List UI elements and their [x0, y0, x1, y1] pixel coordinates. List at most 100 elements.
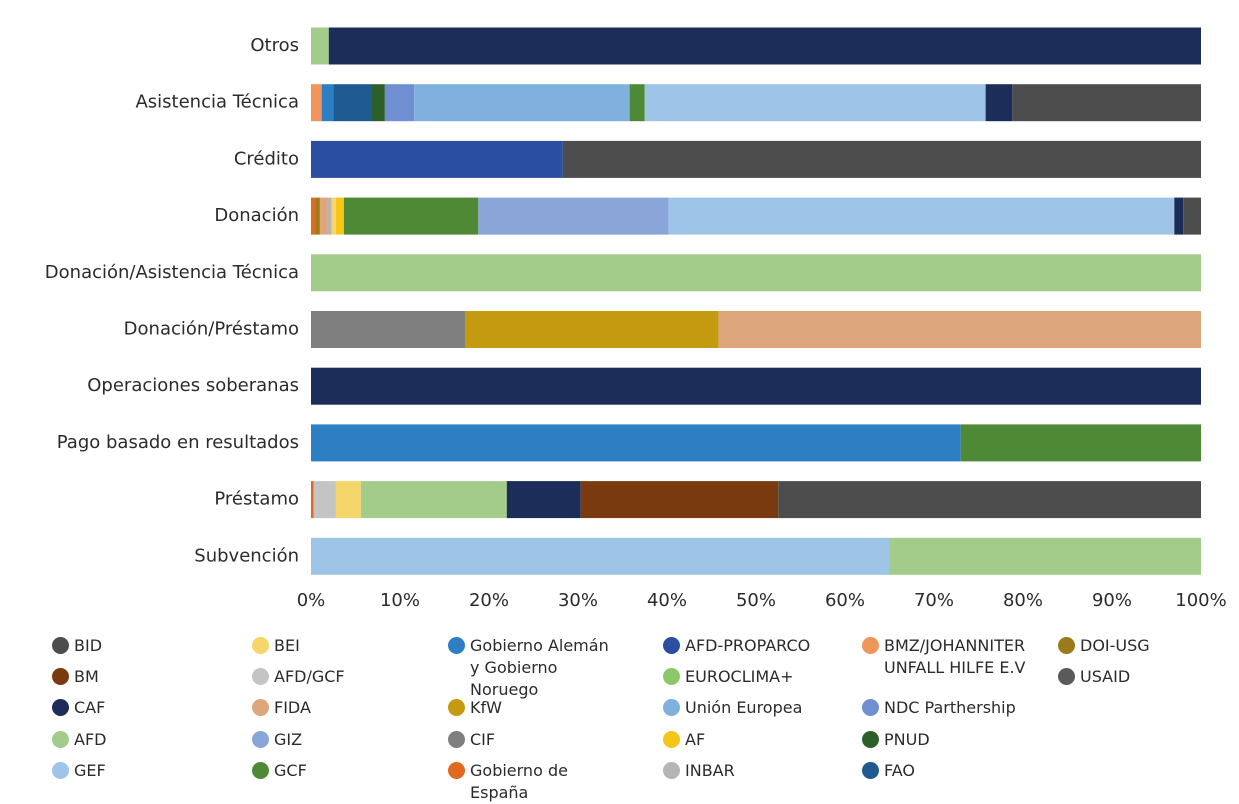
y-tick-label: Asistencia Técnica — [135, 92, 299, 113]
bar-segment — [333, 84, 372, 122]
bar-segment — [319, 197, 328, 235]
legend-swatch — [448, 762, 465, 779]
legend-label: CAF — [74, 698, 106, 717]
x-tick-label: 100% — [1175, 590, 1226, 611]
legend-swatch — [52, 762, 69, 779]
bar-segment — [580, 481, 779, 519]
bar-segment — [311, 311, 465, 348]
x-tick-label: 80% — [1003, 590, 1043, 611]
legend-label: BM — [74, 667, 99, 686]
legend-label: PNUD — [884, 730, 930, 749]
legend-swatch — [252, 668, 269, 685]
y-tick-label: Crédito — [234, 148, 299, 169]
x-tick-label: 40% — [647, 590, 687, 611]
y-tick-label: Operaciones soberanas — [87, 375, 299, 396]
bar-segment — [335, 481, 361, 519]
legend-swatch — [448, 637, 465, 654]
bar-segment — [311, 27, 329, 65]
legend-swatch — [862, 762, 879, 779]
bar-segment — [311, 424, 961, 462]
bar-segment — [311, 481, 314, 519]
bar-segment — [778, 481, 1201, 519]
legend-swatch — [448, 731, 465, 748]
legend-swatch — [52, 637, 69, 654]
bar-segment — [327, 197, 332, 235]
bar-segment — [718, 311, 1201, 348]
legend-swatch — [52, 668, 69, 685]
legend-label: Gobierno de España — [470, 761, 568, 802]
x-tick-label: 50% — [736, 590, 776, 611]
bar-segment — [1183, 197, 1201, 235]
legend-swatch — [663, 668, 680, 685]
x-tick-label: 90% — [1092, 590, 1132, 611]
legend-label: BMZ/JOHANNITER UNFALL HILFE E.V — [884, 636, 1026, 677]
legend-label: GCF — [274, 761, 307, 780]
bar-segment — [311, 197, 316, 235]
y-tick-label: Otros — [250, 35, 299, 56]
chart: 0% 10% 20% 30% 40% 50% 60% 70% 80% 90% 100% Otros As… — [45, 27, 1227, 611]
legend-label: CIF — [470, 730, 496, 749]
page: 0% 10% 20% 30% 40% 50% 60% 70% 80% 90% 100% Otros As… — [45, 27, 1227, 802]
legend-label: NDC Parthership — [884, 698, 1016, 717]
bar-segment — [311, 537, 890, 575]
bar-segment — [311, 84, 322, 122]
legend-label: GIZ — [274, 730, 303, 749]
bar-segment — [321, 84, 334, 122]
legend-label: KfW — [470, 698, 502, 717]
legend-label: BEI — [274, 636, 300, 655]
bar-segment — [478, 197, 669, 235]
legend-swatch — [448, 699, 465, 716]
x-tick-label: 60% — [825, 590, 865, 611]
bar-segment — [506, 481, 581, 519]
legend-swatch — [252, 699, 269, 716]
legend-label: EUROCLIMA+ — [685, 667, 794, 686]
bar-segment — [668, 197, 1175, 235]
legend-swatch — [862, 731, 879, 748]
bar-segment — [889, 537, 1201, 575]
legend-label: AF — [685, 730, 706, 749]
x-tick-label: 0% — [297, 590, 326, 611]
x-tick-label: 70% — [914, 590, 954, 611]
legend-label: AFD-PROPARCO — [685, 636, 811, 655]
legend-swatch — [1058, 668, 1075, 685]
bar-segment — [311, 140, 563, 178]
legend-label: AFD/GCF — [274, 667, 345, 686]
legend-swatch — [52, 699, 69, 716]
bar-segment — [360, 481, 507, 519]
legend-label: FIDA — [274, 698, 311, 717]
legend-swatch — [1058, 637, 1075, 654]
bar-segment — [371, 84, 385, 122]
bar-segment — [311, 254, 1201, 292]
legend-label: AFD — [74, 730, 107, 749]
bar-segment — [960, 424, 1201, 462]
legend-swatch — [252, 762, 269, 779]
legend-swatch — [862, 699, 879, 716]
legend-label: BID — [74, 636, 103, 655]
bar-segment — [335, 197, 344, 235]
x-tick-label: 10% — [380, 590, 420, 611]
bar-segment — [313, 481, 336, 519]
y-tick-label: Donación/Préstamo — [124, 319, 299, 340]
legend-swatch — [663, 762, 680, 779]
y-tick-label: Préstamo — [214, 489, 299, 510]
legend-label: INBAR — [685, 761, 735, 780]
bar-segment — [414, 84, 630, 122]
legend-swatch — [663, 637, 680, 654]
y-tick-label: Pago basado en resultados — [57, 432, 299, 453]
legend-swatch — [663, 699, 680, 716]
bar-segment — [562, 140, 1201, 178]
bar-segment — [464, 311, 719, 348]
legend-swatch — [52, 731, 69, 748]
bar-segment — [644, 84, 986, 122]
x-tick-label: 20% — [469, 590, 509, 611]
y-tick-label: Subvención — [194, 545, 299, 566]
bar-segment — [343, 197, 479, 235]
bar-segment — [384, 84, 415, 122]
legend-label: USAID — [1080, 667, 1131, 686]
bar-segment — [1012, 84, 1201, 122]
legend-label: DOI-USG — [1080, 636, 1150, 655]
legend-label: Gobierno Alemán y Gobierno Noruego — [470, 636, 609, 699]
bar-segment — [315, 197, 320, 235]
bar-segment — [311, 367, 1201, 405]
legend-label: FAO — [884, 761, 915, 780]
